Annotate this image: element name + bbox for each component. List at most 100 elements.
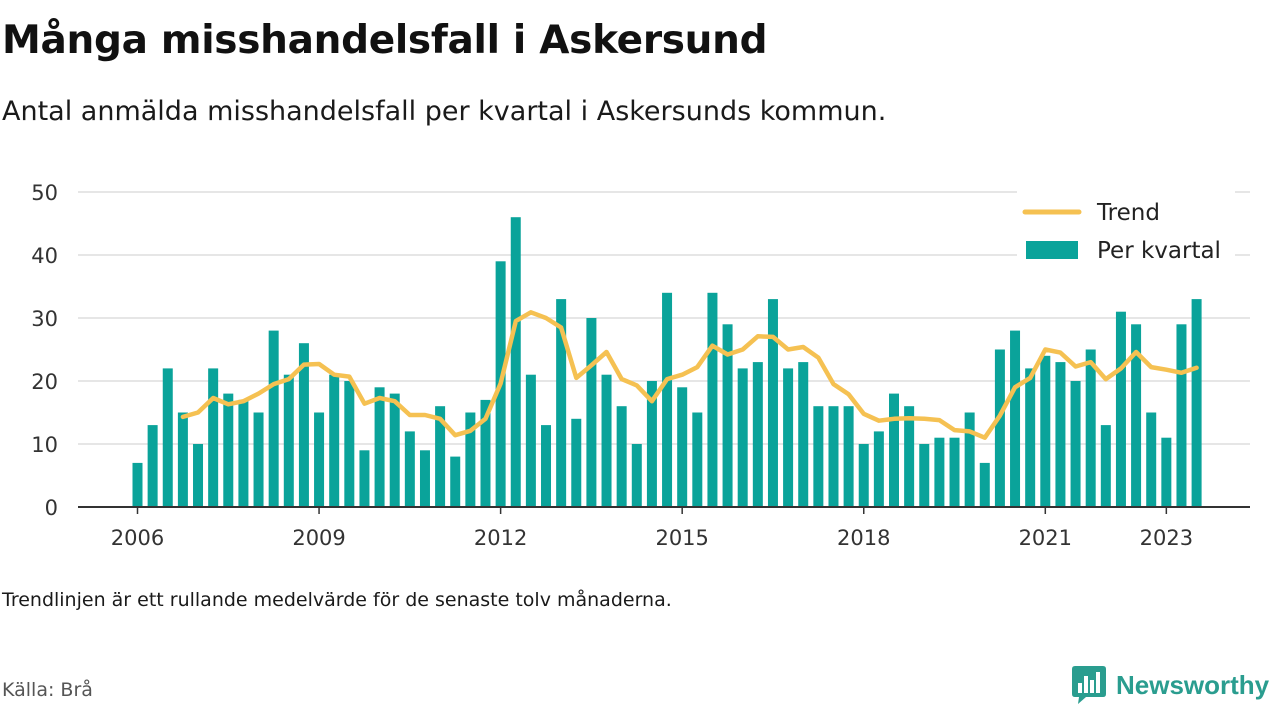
- bar: [223, 393, 234, 507]
- source-note: Källa: Brå: [2, 679, 93, 701]
- bar: [374, 387, 385, 507]
- bar: [132, 462, 143, 507]
- bar: [994, 349, 1005, 507]
- chart-title: Många misshandelsfall i Askersund: [2, 18, 768, 63]
- bar: [268, 330, 279, 507]
- bar: [193, 444, 204, 507]
- x-tick-label: 2021: [1019, 526, 1072, 550]
- bar: [329, 374, 340, 507]
- bar: [510, 217, 521, 507]
- x-tick-label: 2009: [292, 526, 345, 550]
- bar: [813, 406, 824, 507]
- bar: [889, 393, 899, 507]
- bar: [283, 374, 294, 507]
- y-tick-label: 50: [31, 181, 58, 205]
- bar: [601, 374, 612, 507]
- brand-name: Newsworthy: [1116, 669, 1270, 700]
- bar-chart-icon: [1072, 666, 1106, 704]
- bar: [616, 406, 627, 507]
- bar: [162, 368, 173, 507]
- bar: [1131, 324, 1142, 507]
- bar: [586, 318, 597, 507]
- trend-line: [180, 310, 1199, 440]
- bar: [722, 324, 733, 507]
- bar: [389, 393, 400, 507]
- x-axis: 2006 2009 2012 2015 2018 2021 2023: [78, 506, 1250, 550]
- bar: [707, 292, 718, 507]
- bar: [147, 425, 158, 507]
- bar: [1115, 311, 1126, 507]
- bar: [177, 412, 188, 507]
- bar: [253, 412, 264, 507]
- bar: [934, 437, 945, 507]
- bar: [1085, 349, 1096, 507]
- bar: [964, 412, 975, 507]
- trend-series: [180, 310, 1199, 440]
- chart-subtitle: Antal anmälda misshandelsfall per kvarta…: [2, 96, 887, 127]
- bar: [1191, 299, 1202, 507]
- bar: [783, 368, 794, 507]
- bar: [208, 368, 219, 507]
- legend-bar-swatch: [1026, 241, 1078, 259]
- x-tick-label: 2015: [655, 526, 708, 550]
- bar: [919, 444, 930, 507]
- bar-line-chart: 0 10 20 30 40 50 2006 2009 2012 2015 2018 2021 2023…: [31, 181, 1250, 550]
- y-tick-label: 0: [45, 496, 58, 520]
- bar: [1146, 412, 1157, 507]
- bar: [798, 362, 809, 507]
- bar: [949, 437, 960, 507]
- bar: [1025, 368, 1036, 507]
- bar: [858, 444, 869, 507]
- bar: [662, 292, 673, 507]
- legend: Trend Per kvartal: [1017, 190, 1235, 272]
- bar: [1010, 330, 1021, 507]
- bar: [646, 381, 657, 507]
- bar: [873, 431, 884, 507]
- bar: [435, 406, 446, 507]
- bar: [314, 412, 325, 507]
- bar: [828, 406, 839, 507]
- bar: [843, 406, 854, 507]
- y-tick-label: 20: [31, 370, 58, 394]
- bar: [1176, 324, 1187, 507]
- bar: [404, 431, 415, 507]
- bar: [556, 299, 567, 507]
- bar: [904, 406, 915, 507]
- bar: [1040, 355, 1051, 507]
- bar: [1161, 437, 1172, 507]
- bar: [298, 343, 309, 507]
- bar: [1100, 425, 1111, 507]
- legend-trend-label: Trend: [1096, 200, 1160, 226]
- bar: [238, 399, 249, 507]
- y-tick-label: 40: [31, 244, 58, 268]
- bar: [692, 412, 703, 507]
- footnote: Trendlinjen är ett rullande medelvärde f…: [2, 589, 672, 611]
- x-tick-label: 2006: [111, 526, 164, 550]
- y-axis-tick-labels: 0 10 20 30 40 50: [31, 181, 58, 520]
- bar: [767, 299, 778, 507]
- y-tick-label: 30: [31, 307, 58, 331]
- x-tick-label: 2023: [1140, 526, 1193, 550]
- bar: [979, 462, 990, 507]
- bar: [541, 425, 552, 507]
- bar: [571, 418, 582, 507]
- x-tick-label: 2012: [474, 526, 527, 550]
- bar: [450, 456, 461, 507]
- newsworthy-logo[interactable]: Newsworthy: [1072, 664, 1269, 706]
- bar: [525, 374, 536, 507]
- legend-bar-label: Per kvartal: [1097, 238, 1221, 264]
- bar: [344, 381, 355, 507]
- bar: [1055, 362, 1066, 507]
- bar: [359, 450, 370, 507]
- y-tick-label: 10: [31, 433, 58, 457]
- bar: [1070, 381, 1081, 507]
- bar: [480, 399, 491, 507]
- bar: [752, 362, 763, 507]
- bar: [737, 368, 748, 507]
- x-tick-label: 2018: [837, 526, 890, 550]
- bar: [419, 450, 430, 507]
- bar: [465, 412, 476, 507]
- bar: [677, 387, 688, 507]
- bar: [631, 444, 642, 507]
- bar-series: [132, 217, 1202, 507]
